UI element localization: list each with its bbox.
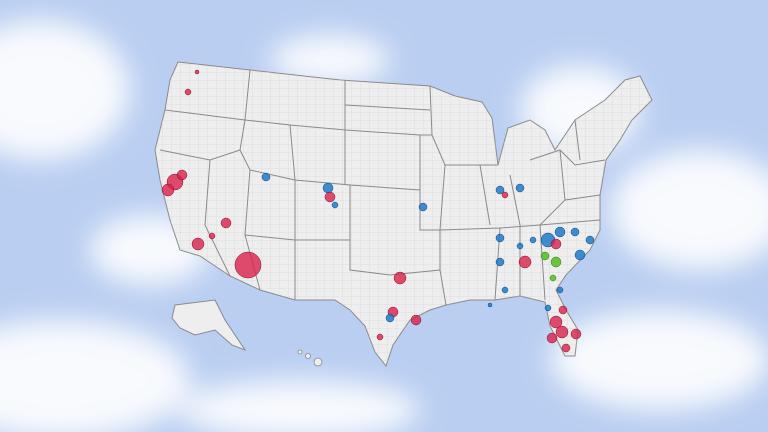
- hawaii: [297, 349, 323, 367]
- bubble: [554, 226, 566, 238]
- bubble: [549, 274, 557, 282]
- us-map: [154, 61, 653, 368]
- bubble: [518, 255, 532, 269]
- bubble: [322, 182, 334, 194]
- bubble: [516, 242, 524, 250]
- bubble: [558, 305, 568, 315]
- bubble: [555, 325, 569, 339]
- bubble: [495, 185, 505, 195]
- bubble: [540, 251, 550, 261]
- bubble: [546, 332, 558, 344]
- bubble: [550, 256, 562, 268]
- bubble: [495, 257, 505, 267]
- county-lines: [155, 62, 652, 366]
- bubble: [549, 315, 563, 329]
- bubble: [501, 191, 509, 199]
- bubble: [161, 183, 175, 197]
- bubble: [570, 328, 582, 340]
- bubble: [234, 251, 262, 279]
- alaska: [171, 299, 247, 352]
- bubble: [410, 314, 422, 326]
- bubble: [529, 236, 537, 244]
- bubble: [191, 237, 205, 251]
- bubble: [495, 233, 505, 243]
- bubble: [220, 217, 232, 229]
- bubble: [194, 69, 200, 75]
- bubble: [515, 183, 525, 193]
- bubble: [585, 235, 595, 245]
- bubble: [376, 333, 384, 341]
- bubble: [574, 249, 586, 261]
- bubble: [570, 227, 580, 237]
- bubble: [184, 88, 192, 96]
- bubble: [261, 172, 271, 182]
- bubble: [324, 191, 336, 203]
- bubble: [561, 343, 571, 353]
- bubble: [208, 232, 216, 240]
- bubble: [385, 313, 395, 323]
- bubble: [176, 169, 188, 181]
- bubble: [487, 302, 493, 308]
- bubbles: [161, 69, 595, 353]
- bubble: [393, 271, 407, 285]
- bubble: [544, 304, 552, 312]
- bubble: [550, 238, 562, 250]
- bubble: [418, 202, 428, 212]
- bubble: [501, 286, 509, 294]
- bubble: [331, 201, 339, 209]
- bubble: [556, 286, 564, 294]
- clouds: [0, 20, 768, 432]
